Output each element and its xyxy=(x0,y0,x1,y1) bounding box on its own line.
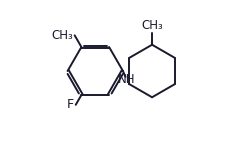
Text: F: F xyxy=(67,98,74,111)
Text: CH₃: CH₃ xyxy=(141,19,162,32)
Text: NH: NH xyxy=(118,73,135,86)
Text: CH₃: CH₃ xyxy=(52,29,73,42)
